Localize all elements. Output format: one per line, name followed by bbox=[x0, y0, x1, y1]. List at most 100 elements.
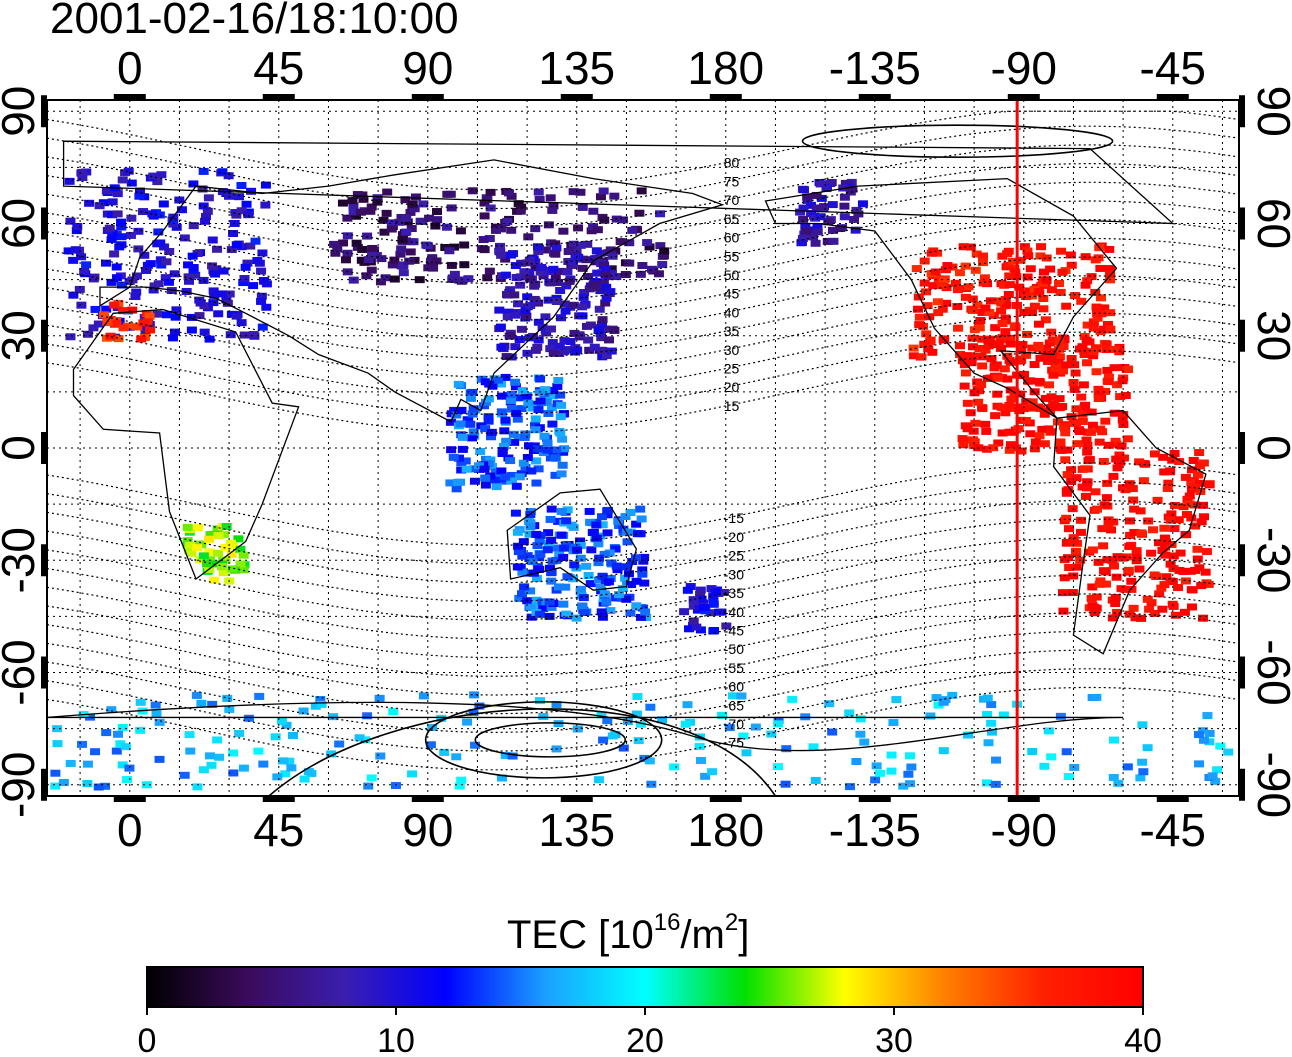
tec-cell bbox=[154, 755, 165, 763]
tec-cell bbox=[1021, 398, 1032, 406]
tec-cell bbox=[306, 769, 317, 777]
tec-cell bbox=[506, 226, 517, 234]
right-tick-label: -60 bbox=[1248, 639, 1292, 705]
tec-cell bbox=[1004, 272, 1015, 280]
tec-cell bbox=[810, 776, 821, 784]
tec-cell bbox=[1061, 514, 1072, 522]
tec-cell bbox=[1135, 774, 1146, 782]
tec-cell bbox=[1054, 395, 1065, 403]
tec-cell bbox=[501, 353, 512, 361]
tec-cell bbox=[226, 550, 237, 558]
tec-cell bbox=[248, 282, 259, 290]
tec-cell bbox=[1138, 768, 1149, 776]
tec-cell bbox=[1182, 495, 1193, 503]
tec-cell bbox=[965, 409, 976, 417]
tec-cell bbox=[658, 252, 669, 260]
tec-cell bbox=[1137, 721, 1148, 729]
tec-cell bbox=[721, 622, 732, 630]
tec-cell bbox=[156, 261, 167, 269]
tec-cell bbox=[135, 698, 146, 706]
tec-cell bbox=[550, 272, 561, 280]
tec-cell bbox=[445, 479, 456, 487]
tec-cell bbox=[705, 609, 716, 617]
tec-cell bbox=[1029, 361, 1040, 369]
tec-cell bbox=[525, 301, 536, 309]
tec-cell bbox=[547, 392, 558, 400]
tec-cell bbox=[857, 200, 868, 208]
tec-cell bbox=[534, 565, 545, 573]
tec-cell bbox=[1112, 464, 1123, 472]
tec-cell bbox=[542, 439, 553, 447]
tec-cell bbox=[106, 706, 117, 714]
tec-cell bbox=[871, 762, 882, 770]
tec-cell bbox=[932, 298, 943, 306]
tec-cell bbox=[1160, 543, 1171, 551]
colorbar-tick-label: 30 bbox=[875, 1022, 913, 1057]
tec-cell bbox=[480, 425, 491, 433]
tec-cell bbox=[540, 246, 551, 254]
tec-cell bbox=[1056, 446, 1067, 454]
tec-cell bbox=[538, 604, 549, 612]
colorbar-title: TEC [1016/m2] bbox=[507, 909, 749, 957]
tec-cell bbox=[599, 550, 610, 558]
tec-cell bbox=[996, 307, 1007, 315]
tec-cell bbox=[1187, 466, 1198, 474]
tec-cell bbox=[482, 274, 493, 282]
tec-cell bbox=[637, 570, 648, 578]
tec-cell bbox=[126, 179, 137, 187]
tec-cell bbox=[160, 274, 171, 282]
tec-cell bbox=[126, 214, 137, 222]
tec-cell bbox=[1107, 614, 1118, 622]
tec-cell bbox=[578, 594, 589, 602]
tec-cell bbox=[352, 191, 363, 199]
tec-cell bbox=[1063, 525, 1074, 533]
tec-cell bbox=[510, 262, 521, 270]
tec-cell bbox=[636, 515, 647, 523]
tec-cell bbox=[145, 260, 156, 268]
left-tick-label: 30 bbox=[0, 310, 44, 361]
tec-cell bbox=[1040, 316, 1051, 324]
tec-cell bbox=[605, 607, 616, 615]
tec-cell bbox=[993, 439, 1004, 447]
tec-cell bbox=[1029, 445, 1040, 453]
tec-cell bbox=[65, 759, 76, 767]
tec-cell bbox=[522, 293, 533, 301]
tec-cell bbox=[1075, 528, 1086, 536]
tec-cell bbox=[388, 708, 399, 716]
tec-cell bbox=[513, 548, 524, 556]
tec-cell bbox=[1086, 408, 1097, 416]
tec-cell bbox=[556, 531, 567, 539]
tec-cell bbox=[1204, 729, 1215, 737]
tec-cell bbox=[1041, 344, 1052, 352]
tec-cell bbox=[235, 545, 246, 553]
mlat-contour bbox=[47, 499, 1239, 584]
tec-cell bbox=[596, 320, 607, 328]
tec-cell bbox=[1166, 540, 1177, 548]
tec-cell bbox=[183, 273, 194, 281]
tec-cell bbox=[582, 240, 593, 248]
tec-cell bbox=[644, 757, 655, 765]
tec-cell bbox=[534, 610, 545, 618]
tec-cell bbox=[1057, 268, 1068, 276]
tec-cell bbox=[1058, 367, 1069, 375]
tec-cell bbox=[1021, 293, 1032, 301]
tec-cell bbox=[1063, 554, 1074, 562]
tec-cell bbox=[65, 333, 76, 341]
tec-cell bbox=[685, 583, 696, 591]
tec-cell bbox=[614, 591, 625, 599]
tec-cell bbox=[231, 241, 242, 249]
tec-cell bbox=[940, 266, 951, 274]
tec-cell bbox=[542, 446, 553, 454]
tec-cell bbox=[973, 398, 984, 406]
australia-coast bbox=[506, 488, 638, 591]
tec-cell bbox=[246, 187, 257, 195]
tec-cell bbox=[326, 750, 337, 758]
tec-cell bbox=[523, 399, 534, 407]
tec-cell bbox=[1008, 428, 1019, 436]
tec-cell bbox=[332, 245, 343, 253]
tec-cell bbox=[284, 757, 295, 765]
tec-cell bbox=[596, 608, 607, 616]
tec-cell bbox=[593, 776, 604, 784]
tec-cell bbox=[181, 287, 192, 295]
tec-cell bbox=[1174, 458, 1185, 466]
